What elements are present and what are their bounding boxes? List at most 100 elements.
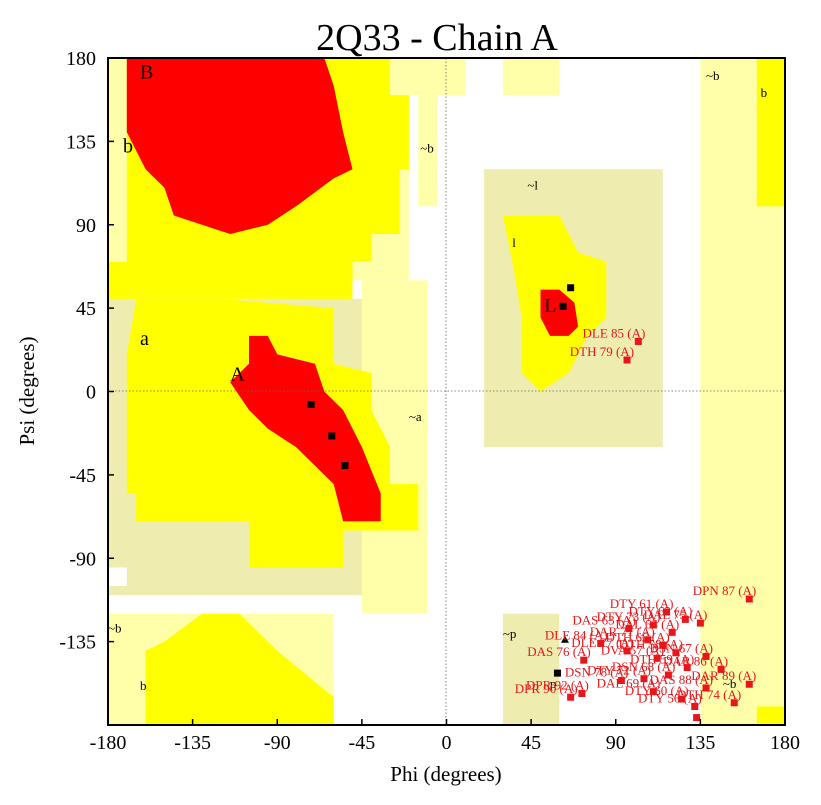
region-label: ~a <box>409 409 422 424</box>
outlier-label: DTH 66 (A) <box>605 629 669 644</box>
x-tick-label: 90 <box>606 732 626 754</box>
region-layer <box>108 58 785 725</box>
outlier-label: DPN 87 (A) <box>693 583 757 598</box>
region-label: ~p <box>503 626 517 641</box>
outlier-label: DAL 69 (A) <box>597 676 661 691</box>
residue-point <box>307 400 315 408</box>
y-axis-label: Psi (degrees) <box>15 336 39 445</box>
region-label: ~l <box>527 178 538 193</box>
region-label: ~b <box>706 68 720 83</box>
outlier-point <box>659 641 667 649</box>
outlier-point <box>649 688 657 696</box>
outlier-label: DAR 89 (A) <box>691 668 756 683</box>
outlier-point <box>640 675 648 683</box>
region-label: b <box>123 136 133 158</box>
x-tick-label: 135 <box>685 732 715 754</box>
core-region-beta <box>126 58 353 234</box>
gap-region <box>108 567 127 586</box>
outlier-point <box>623 356 631 364</box>
outlier-label: DTY 72 (A) <box>587 663 651 678</box>
outlier-label: DTY 62 (A) <box>629 603 693 618</box>
outlier-label: DAR 86 (A) <box>663 653 728 668</box>
region-label: b <box>761 85 768 100</box>
outlier-point <box>668 628 676 636</box>
outlier-label: DPR 90 (A) <box>515 681 578 696</box>
outlier-point <box>702 652 710 660</box>
outlier-label: DTY 73 (A) <box>597 609 661 624</box>
x-tick-label: -135 <box>174 732 211 754</box>
allowed-region-lower <box>145 613 334 725</box>
outlier-label: DTH 59 (A) <box>630 652 694 667</box>
point-layer: DLE 85 (A) DTH 79 (A) DPN 87 (A) DTY 61 (A)… <box>307 284 757 722</box>
generous-region <box>700 58 785 725</box>
outlier-point <box>644 636 652 644</box>
outlier-point <box>623 647 631 655</box>
allowed-region-edge <box>756 706 785 725</box>
outlier-point <box>625 625 633 633</box>
core-region-alpha <box>230 335 381 522</box>
chart-title: 2Q33 - Chain A <box>316 17 558 59</box>
y-tick-label: -90 <box>69 548 96 570</box>
outlier-point <box>634 337 642 345</box>
outlier-point <box>663 608 671 616</box>
x-axis-label: Phi (degrees) <box>390 762 501 786</box>
y-tick-label: 135 <box>66 131 96 153</box>
outlier-point <box>691 702 699 710</box>
outlier-label: DAR 71 (A) <box>590 624 655 639</box>
outlier-point <box>597 639 605 647</box>
outlier-point <box>664 671 672 679</box>
y-tick-label: -135 <box>59 632 96 654</box>
generous-region <box>502 58 560 96</box>
outlier-point <box>730 699 738 707</box>
y-tick-label: 90 <box>76 215 96 237</box>
x-axis-ticks: -180 -135 -90 -45 0 45 90 135 180 <box>90 719 800 754</box>
x-tick-label: 180 <box>770 732 800 754</box>
outlier-label: DSN 78 (A) <box>565 665 629 680</box>
outlier-point <box>683 664 691 672</box>
region-label-layer: Bb ~b ~b b ~l l La A ~a ~b b ~p p ~b <box>108 61 767 692</box>
outlier-label: DAS 76 (A) <box>527 644 591 659</box>
outlier-point <box>578 690 586 698</box>
outlier-label: DTY 60 (A) <box>625 683 689 698</box>
outlier-point <box>681 615 689 623</box>
generous-region <box>390 58 466 96</box>
outlier-label: DTH 58 (A) <box>619 637 683 652</box>
outlier-point <box>649 621 657 629</box>
outlier-label: DPR 92 (A) <box>526 678 589 693</box>
outlier-label: DSN 67 (A) <box>649 640 713 655</box>
x-tick-label: -45 <box>349 732 376 754</box>
region-label: l <box>512 235 516 250</box>
residue-point <box>328 432 336 440</box>
outlier-label: DLE 84 (A) <box>545 627 608 642</box>
outlier-label: DVA 57 (A) <box>601 642 664 657</box>
outlier-label: DLE 77 (A) <box>571 635 634 650</box>
outlier-label: DAS 88 (A) <box>649 672 713 687</box>
outlier-label: DAL 75 (A) <box>644 607 708 622</box>
y-tick-label: -45 <box>69 465 96 487</box>
outlier-label: DSN 68 (A) <box>612 659 676 674</box>
core-region-left-handed <box>540 289 579 336</box>
outlier-label: DLE 85 (A) <box>582 325 645 340</box>
residue-point <box>341 462 349 470</box>
outlier-label: DTY 56 (A) <box>638 690 702 705</box>
outlier-point <box>717 665 725 673</box>
residue-point <box>553 669 561 677</box>
region-label: A <box>230 363 245 385</box>
x-tick-label: -90 <box>264 732 291 754</box>
x-tick-label: -180 <box>90 732 127 754</box>
region-label: L <box>544 295 556 317</box>
y-tick-label: 180 <box>66 48 96 70</box>
outlier-point <box>702 684 710 692</box>
outlier-point <box>617 677 625 685</box>
outlier-point <box>678 695 686 703</box>
y-tick-label: 0 <box>86 382 96 404</box>
x-tick-label: 0 <box>442 732 452 754</box>
outlier-label: DTY 61 (A) <box>610 596 674 611</box>
region-label: a <box>140 328 149 350</box>
x-tick-label: 45 <box>521 732 541 754</box>
residue-point <box>559 302 567 310</box>
region-label: ~b <box>723 676 737 691</box>
outlier-point <box>580 656 588 664</box>
outlier-point <box>696 619 704 627</box>
